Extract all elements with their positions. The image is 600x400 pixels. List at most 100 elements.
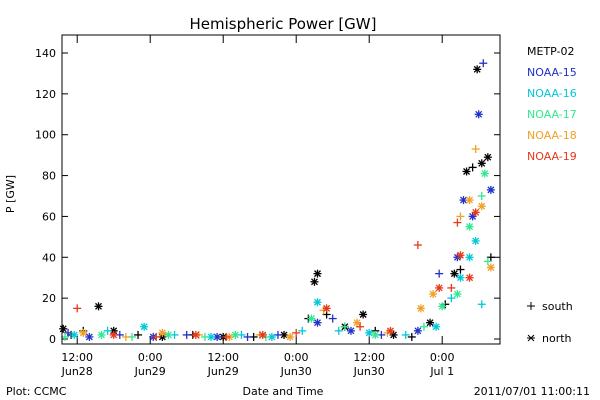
data-point-metp-02-north <box>477 159 486 168</box>
data-point-metp-02-south <box>456 265 465 274</box>
data-point-noaa-16-south <box>298 326 307 335</box>
data-point-noaa-17-north <box>465 222 474 231</box>
y-tick-label: 100 <box>35 129 56 142</box>
data-point-metp-02-north <box>59 324 68 333</box>
legend-entry-noaa-18: NOAA-18 <box>527 129 577 142</box>
data-point-metp-02-north <box>359 310 368 319</box>
data-point-noaa-15-south <box>64 328 73 337</box>
x-tick-label: 12:00 <box>207 351 239 364</box>
data-point-metp-02-south <box>134 330 143 339</box>
data-point-metp-02-north <box>313 269 322 278</box>
data-point-noaa-15-south <box>273 330 282 339</box>
data-point-noaa-17-south <box>419 322 428 331</box>
legend-entry-noaa-17: NOAA-17 <box>527 108 577 121</box>
data-point-metp-02-south <box>468 163 477 172</box>
data-point-noaa-15-south <box>435 269 444 278</box>
x-tick-label: 12:00 <box>61 351 93 364</box>
data-point-noaa-18-north <box>429 290 438 299</box>
data-point-noaa-16-north <box>70 330 79 339</box>
data-point-noaa-15-north <box>346 326 355 335</box>
data-point-noaa-19-north <box>435 283 444 292</box>
legend-north-label: north <box>542 332 572 345</box>
x-tick-date-label: Jun30 <box>280 365 312 378</box>
data-point-noaa-19-south <box>356 322 365 331</box>
data-point-metp-02-north <box>94 302 103 311</box>
x-axis-ticks: 12:00Jun280:00Jun2912:00Jun290:00Jun3012… <box>61 35 455 378</box>
data-point-metp-02-north <box>473 65 482 74</box>
y-tick-label: 80 <box>42 170 56 183</box>
plot-frame <box>61 34 501 345</box>
x-tick-date-label: Jul 1 <box>429 365 454 378</box>
x-tick-label: 12:00 <box>353 351 385 364</box>
data-point-noaa-19-north <box>109 330 118 339</box>
data-point-noaa-16-north <box>365 328 374 337</box>
data-point-noaa-17-north <box>480 169 489 178</box>
data-point-noaa-18-south <box>121 332 130 341</box>
x-tick-date-label: Jun29 <box>207 365 239 378</box>
data-point-noaa-19-north <box>471 208 480 217</box>
data-point-noaa-16-south <box>477 300 486 309</box>
data-point-noaa-19-south <box>292 328 301 337</box>
data-point-noaa-17-north <box>164 330 173 339</box>
legend-entry-noaa-15: NOAA-15 <box>527 66 577 79</box>
data-point-noaa-18-north <box>477 202 486 211</box>
data-point-noaa-18-south <box>456 212 465 221</box>
data-point-noaa-16-north <box>465 253 474 262</box>
data-point-metp-02-north <box>483 153 492 162</box>
data-point-noaa-17-north <box>371 330 380 339</box>
x-tick-date-label: Jun29 <box>134 365 166 378</box>
data-point-noaa-19-south <box>453 218 462 227</box>
y-tick-label: 0 <box>49 333 56 346</box>
legend-south-label: south <box>542 300 573 313</box>
data-point-noaa-16-south <box>334 326 343 335</box>
data-point-noaa-15-north <box>85 332 94 341</box>
data-point-noaa-17-north <box>438 302 447 311</box>
y-tick-label: 40 <box>42 251 56 264</box>
data-point-noaa-19-north <box>386 326 395 335</box>
data-point-noaa-16-north <box>140 322 149 331</box>
data-point-noaa-19-south <box>413 241 422 250</box>
data-point-noaa-16-north <box>207 332 216 341</box>
x-tick-label: 0:00 <box>430 351 455 364</box>
data-points <box>59 59 495 341</box>
data-point-noaa-15-south <box>243 332 252 341</box>
y-tick-label: 20 <box>42 292 56 305</box>
data-point-noaa-18-south <box>471 145 480 154</box>
data-point-noaa-17-south <box>200 332 209 341</box>
plot-timestamp: 2011/07/01 11:00:11 <box>474 385 590 398</box>
x-tick-date-label: Jun30 <box>353 365 385 378</box>
data-point-noaa-15-north <box>468 212 477 221</box>
data-point-noaa-16-north <box>313 298 322 307</box>
data-point-metp-02-north <box>462 167 471 176</box>
chart-title: Hemispheric Power [GW] <box>190 15 377 33</box>
data-point-noaa-17-south <box>483 257 492 266</box>
data-point-metp-02-north <box>389 330 398 339</box>
data-point-noaa-19-north <box>322 304 331 313</box>
x-tick-label: 0:00 <box>138 351 163 364</box>
data-point-noaa-17-north <box>453 290 462 299</box>
data-point-metp-02-north <box>426 318 435 327</box>
data-point-metp-02-south <box>407 332 416 341</box>
x-tick-label: 0:00 <box>284 351 309 364</box>
data-point-noaa-15-south <box>479 59 488 68</box>
data-point-noaa-19-south <box>447 283 456 292</box>
data-point-noaa-16-north <box>471 236 480 245</box>
x-axis-label: Date and Time <box>243 385 324 398</box>
data-point-noaa-19-north <box>456 251 465 260</box>
data-point-noaa-16-south <box>447 294 456 303</box>
data-point-noaa-18-north <box>158 328 167 337</box>
data-point-noaa-15-south <box>328 314 337 323</box>
data-point-noaa-18-north <box>79 328 88 337</box>
data-point-noaa-19-north <box>258 330 267 339</box>
data-point-metp-02-north <box>450 269 459 278</box>
data-point-noaa-19-south <box>73 304 82 313</box>
data-point-noaa-15-south <box>182 330 191 339</box>
data-point-noaa-18-north <box>416 304 425 313</box>
data-point-noaa-17-north <box>307 314 316 323</box>
data-point-noaa-18-north <box>353 318 362 327</box>
data-point-noaa-18-north <box>486 263 495 272</box>
asterisk-symbol-icon <box>527 334 535 342</box>
data-point-noaa-19-south <box>222 332 231 341</box>
data-point-noaa-15-north <box>313 318 322 327</box>
y-axis-ticks: 0 20 40 60 80 100 120 140 <box>35 47 500 346</box>
